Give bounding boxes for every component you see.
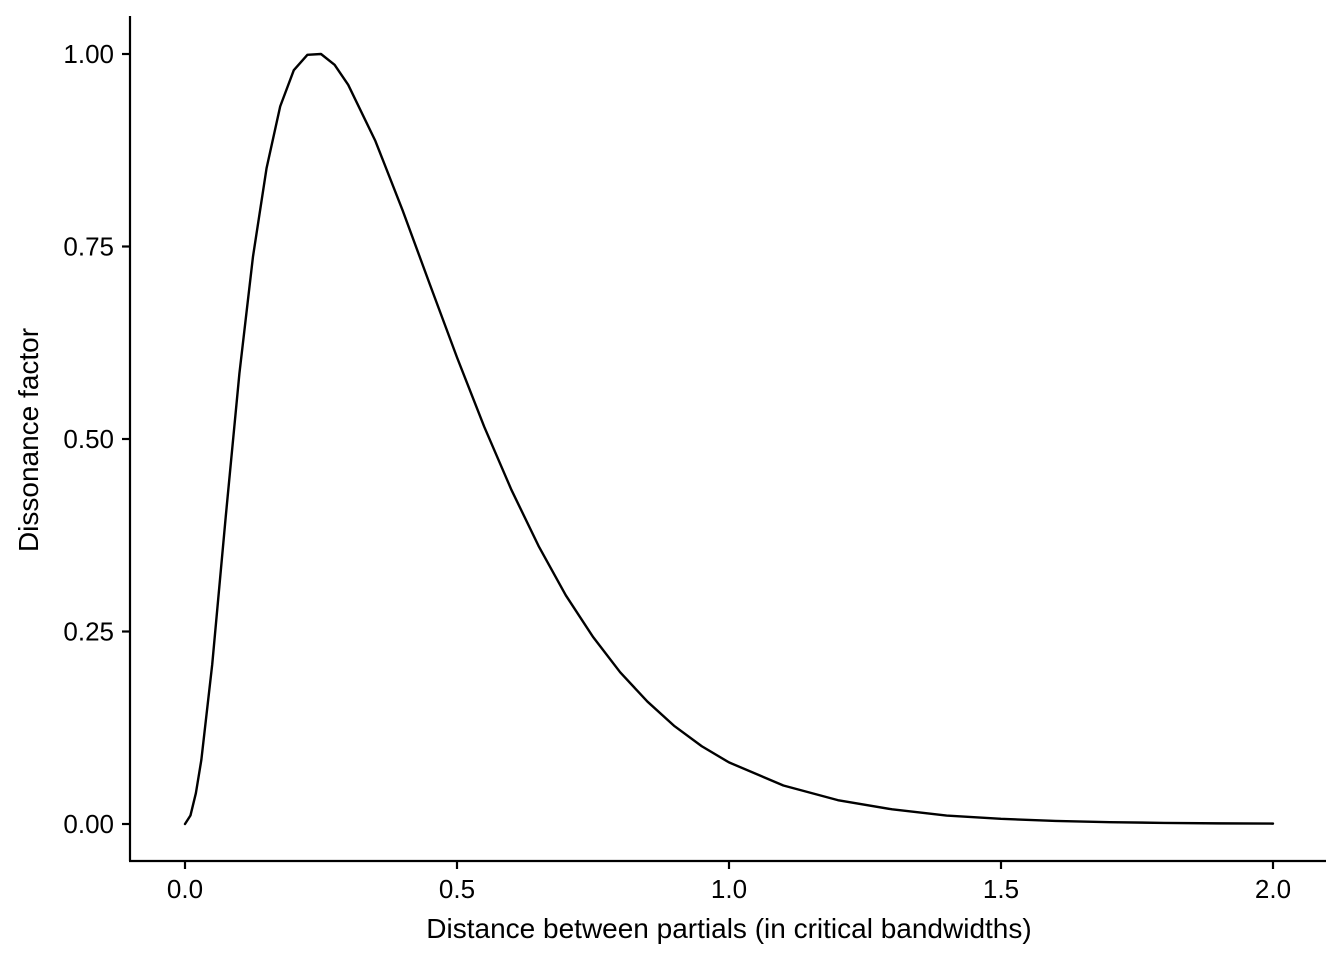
x-tick-label: 2.0: [1255, 874, 1291, 904]
x-tick-label: 0.0: [167, 874, 203, 904]
axes: [128, 16, 1326, 863]
y-tick-label: 0.00: [63, 809, 114, 839]
y-tick-label: 0.25: [63, 617, 114, 647]
x-axis-title: Distance between partials (in critical b…: [426, 913, 1031, 944]
y-axis-ticks: 0.00 0.25 0.50 0.75 1.00: [63, 39, 130, 839]
x-tick-label: 0.5: [439, 874, 475, 904]
y-axis-title: Dissonance factor: [13, 328, 44, 552]
x-tick-label: 1.5: [983, 874, 1019, 904]
x-axis-ticks: 0.0 0.5 1.0 1.5 2.0: [167, 861, 1291, 904]
plot-area: [183, 52, 1275, 826]
y-tick-label: 0.50: [63, 424, 114, 454]
x-tick-label: 1.0: [711, 874, 747, 904]
y-tick-label: 1.00: [63, 39, 114, 69]
series-line-0: [183, 52, 1275, 826]
y-tick-label: 0.75: [63, 232, 114, 262]
